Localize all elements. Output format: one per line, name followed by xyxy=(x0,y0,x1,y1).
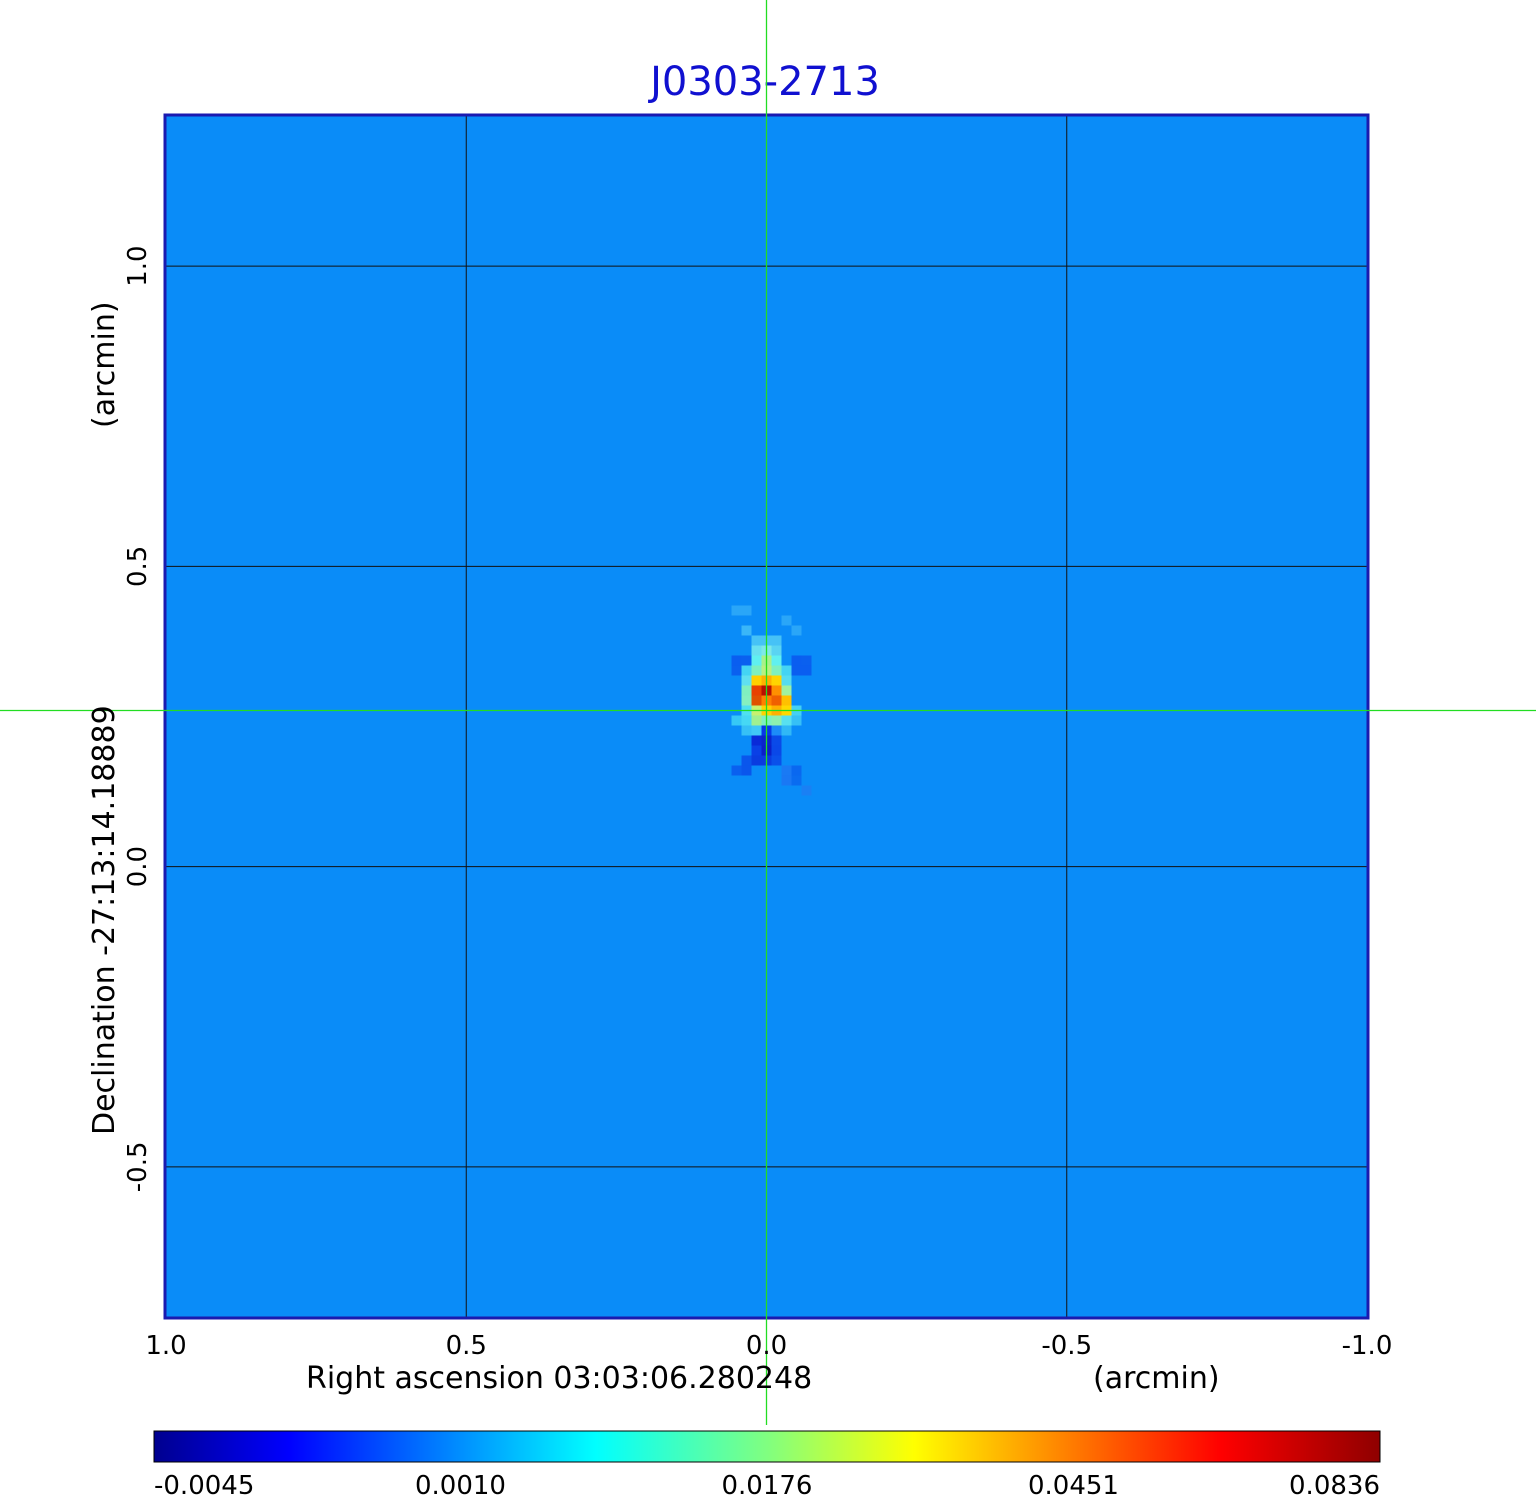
source-pixel xyxy=(741,675,752,686)
source-pixel xyxy=(741,725,752,736)
source-pixel xyxy=(771,685,782,696)
chart-title: J0303-2713 xyxy=(647,59,880,105)
source-pixel xyxy=(791,775,802,786)
source-pixel xyxy=(791,665,802,676)
source-pixel xyxy=(801,665,812,676)
source-pixel xyxy=(731,605,742,616)
source-pixel xyxy=(781,715,792,726)
source-pixel xyxy=(741,665,752,676)
colorbar xyxy=(153,1430,1381,1463)
y-axis-unit: (arcmin) xyxy=(87,301,122,428)
source-pixel xyxy=(741,655,752,666)
y-tick-labels: -0.5 0.0 0.5 1.0 xyxy=(123,245,153,1192)
y-axis-label: Declination -27:13:14.18889 xyxy=(87,705,122,1135)
source-pixel xyxy=(771,635,782,646)
source-pixel xyxy=(741,715,752,726)
source-pixel xyxy=(791,655,802,666)
source-pixel xyxy=(771,725,782,736)
source-pixel xyxy=(781,725,792,736)
source-pixel xyxy=(751,655,762,666)
source-pixel xyxy=(781,665,792,676)
x-axis-unit: (arcmin) xyxy=(1093,1361,1220,1396)
source-pixel xyxy=(741,765,752,776)
source-pixel xyxy=(781,685,792,696)
source-pixel xyxy=(751,715,762,726)
x-tick-label: 1.0 xyxy=(145,1331,186,1361)
x-tick-label: 0.0 xyxy=(746,1331,787,1361)
source-pixel xyxy=(771,655,782,666)
source-pixel xyxy=(771,755,782,766)
source-pixel xyxy=(771,645,782,656)
source-pixel xyxy=(741,685,752,696)
colorbar-tick-label: -0.0045 xyxy=(154,1471,254,1500)
source-pixel xyxy=(731,715,742,726)
source-pixel xyxy=(771,695,782,706)
source-pixel xyxy=(781,775,792,786)
source-pixel xyxy=(801,655,812,666)
source-pixel xyxy=(771,735,782,746)
source-pixel xyxy=(731,665,742,676)
source-pixel xyxy=(741,605,752,616)
source-pixel xyxy=(771,675,782,686)
x-tick-label: -0.5 xyxy=(1041,1331,1092,1361)
y-tick-label: 0.5 xyxy=(123,546,153,587)
colorbar-tick-label: 0.0010 xyxy=(415,1471,506,1500)
source-pixel xyxy=(751,745,762,756)
source-pixel xyxy=(781,695,792,706)
source-pixel xyxy=(741,625,752,636)
colorbar-tick-label: 0.0836 xyxy=(1289,1471,1380,1500)
source-pixel xyxy=(771,745,782,756)
source-pixel xyxy=(771,715,782,726)
colorbar-tick-label: 0.0451 xyxy=(1028,1471,1119,1500)
source-pixel xyxy=(781,765,792,776)
crosshair xyxy=(0,0,1536,1425)
y-tick-label: 0.0 xyxy=(123,846,153,887)
source-pixel xyxy=(791,765,802,776)
source-pixel xyxy=(751,675,762,686)
source-pixel xyxy=(751,735,762,746)
source-pixel xyxy=(791,715,802,726)
y-tick-label: 1.0 xyxy=(123,245,153,286)
source-pixel xyxy=(751,695,762,706)
source-pixel xyxy=(751,725,762,736)
source-pixel xyxy=(751,665,762,676)
source-pixel xyxy=(781,615,792,626)
source-pixel xyxy=(791,625,802,636)
source-pixel xyxy=(751,645,762,656)
source-pixel xyxy=(731,655,742,666)
source-pixel xyxy=(741,695,752,706)
source-pixel xyxy=(731,765,742,776)
source-pixel xyxy=(751,755,762,766)
source-pixel xyxy=(751,635,762,646)
y-tick-label: -0.5 xyxy=(123,1142,153,1193)
x-tick-label: -1.0 xyxy=(1342,1331,1393,1361)
source-pixel xyxy=(741,755,752,766)
x-tick-labels: 1.0 0.5 0.0 -0.5 -1.0 xyxy=(145,1331,1392,1361)
source-pixel xyxy=(801,785,812,796)
x-axis-label: Right ascension 03:03:06.280248 xyxy=(306,1361,812,1396)
source-pixel xyxy=(771,665,782,676)
x-tick-label: 0.5 xyxy=(446,1331,487,1361)
source-pixel xyxy=(781,675,792,686)
colorbar-tick-label: 0.0176 xyxy=(722,1471,813,1500)
source-pixel xyxy=(751,685,762,696)
colorbar-tick-labels: -0.0045 0.0010 0.0176 0.0451 0.0836 xyxy=(154,1471,1380,1500)
